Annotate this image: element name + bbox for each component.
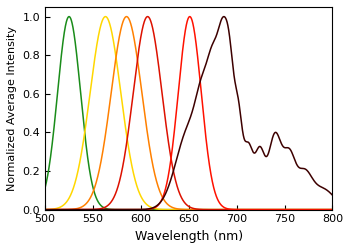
Y-axis label: Normalized Average Intensity: Normalized Average Intensity [7, 26, 17, 191]
X-axis label: Wavelength (nm): Wavelength (nm) [135, 230, 243, 243]
